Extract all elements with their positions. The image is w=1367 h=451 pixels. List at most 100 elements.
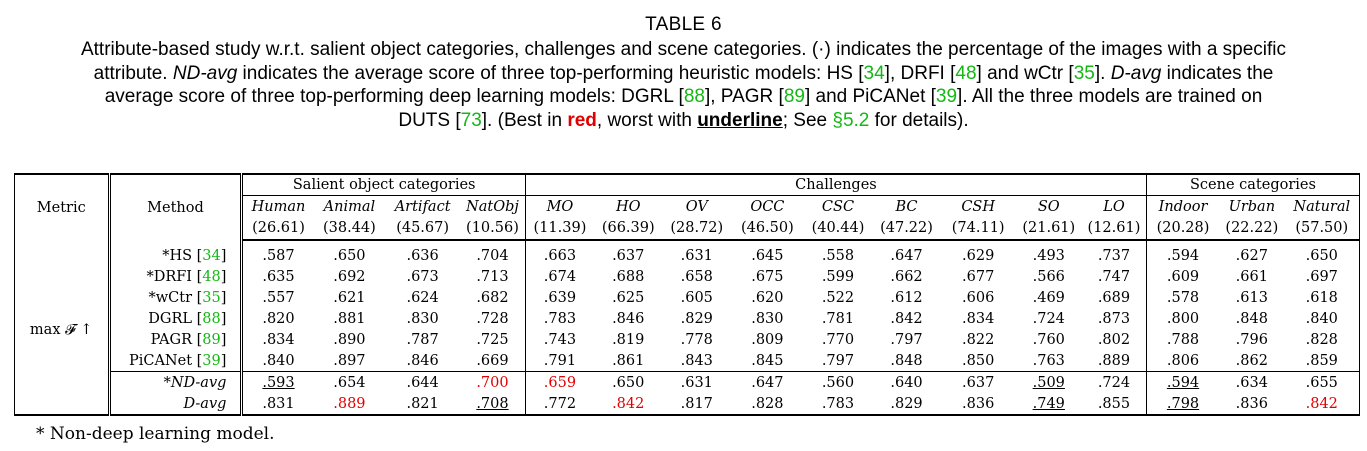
- column-percentage: (47.22): [872, 217, 941, 241]
- method-name: *DRFI [48]: [109, 266, 244, 287]
- citation-link[interactable]: 88: [202, 310, 221, 327]
- column-header: NatObj: [460, 195, 526, 217]
- column-header: Animal: [323, 198, 376, 215]
- method-name: DGRL [88]: [109, 308, 244, 329]
- table-cell: .625: [612, 289, 645, 306]
- table-cell: .647: [890, 247, 923, 264]
- table-cell: .724: [1032, 310, 1065, 327]
- table-cell: .840: [1284, 308, 1360, 329]
- table-cell: .644: [385, 371, 460, 393]
- table-cell: .637: [612, 247, 645, 264]
- citation-link[interactable]: 88: [683, 86, 705, 107]
- table-cell: .802: [1082, 329, 1147, 350]
- table-cell: .743: [543, 331, 577, 348]
- table-cell: .772: [525, 393, 594, 416]
- table-cell: .636: [406, 247, 439, 264]
- column-header: CSH: [961, 198, 995, 215]
- citation-link[interactable]: 73: [460, 109, 482, 131]
- table-cell: .621: [333, 289, 366, 306]
- column-percentage: (12.61): [1082, 217, 1147, 241]
- table-cell: .783: [543, 310, 577, 327]
- column-header: OCC: [750, 198, 785, 215]
- citation-link[interactable]: 35: [202, 289, 221, 306]
- citation-link[interactable]: 48: [202, 268, 221, 285]
- table-cell: .658: [680, 268, 713, 285]
- column-header: MO: [546, 198, 574, 215]
- column-percentage: (38.44): [313, 217, 386, 241]
- table-cell: .850: [962, 352, 995, 369]
- table-cell: .798: [1146, 393, 1220, 416]
- table-cell: .763: [1032, 352, 1065, 369]
- column-header: BC: [895, 198, 918, 215]
- method-name: *HS [34]: [109, 245, 244, 266]
- table-cell: .558: [821, 247, 855, 264]
- table-cell: .828: [1284, 329, 1360, 350]
- column-header: LO: [1082, 195, 1147, 217]
- table-cell: .682: [460, 287, 526, 308]
- table-cell: .728: [460, 308, 526, 329]
- section-link[interactable]: §5.2: [832, 109, 870, 131]
- column-header: HO: [615, 198, 641, 215]
- table-cell: .897: [333, 352, 366, 369]
- table-cell: .692: [333, 268, 366, 285]
- table-cell: .829: [872, 393, 941, 416]
- table-cell: .834: [262, 331, 295, 348]
- table-cell: .855: [1082, 393, 1147, 416]
- citation-link[interactable]: 34: [863, 62, 885, 84]
- table-cell: .674: [543, 268, 577, 285]
- caption-line-4: DUTS [73]. (Best in red, worst with unde…: [398, 109, 969, 131]
- citation-link[interactable]: 39: [202, 352, 221, 369]
- column-percentage: (26.61): [241, 217, 314, 241]
- table-cell: .828: [731, 393, 804, 416]
- table-cell: .629: [962, 247, 995, 264]
- metric-header: Metric: [14, 173, 111, 240]
- column-percentage: (11.39): [525, 217, 594, 241]
- average-label: D-avg: [109, 393, 244, 416]
- table-cell: .606: [962, 289, 995, 306]
- table-cell: .594: [1166, 247, 1200, 264]
- column-percentage: (66.39): [593, 217, 663, 241]
- citation-link[interactable]: 48: [955, 62, 977, 84]
- table-cell: .830: [406, 310, 439, 327]
- table-cell: .834: [962, 310, 995, 327]
- column-percentage: (74.11): [940, 217, 1016, 241]
- table-cell: .797: [890, 331, 923, 348]
- table-cell: .663: [543, 247, 577, 264]
- citation-link[interactable]: 39: [935, 86, 958, 107]
- citation-link[interactable]: 89: [783, 86, 805, 107]
- table-cell: .809: [751, 331, 784, 348]
- table-cell: .599: [821, 268, 855, 285]
- table-row: max 𝓕 ↑ *HS [34] .587 .650 .636 .704 .663 .637.…: [14, 245, 1360, 416]
- table-cell: .783: [803, 393, 873, 416]
- table-cell: .821: [385, 393, 460, 416]
- citation-link[interactable]: 89: [202, 331, 221, 348]
- table-cell: .724: [1082, 371, 1147, 393]
- table-cell: .842: [1284, 393, 1360, 416]
- table-cell: .845: [751, 352, 784, 369]
- best-legend: red: [567, 109, 597, 131]
- table-cell: .820: [262, 310, 295, 327]
- table-cell: .806: [1166, 352, 1200, 369]
- average-label: *ND-avg: [109, 371, 244, 393]
- column-header: SO: [1037, 198, 1060, 215]
- caption-line-3: average score of three top-performing de…: [104, 86, 1263, 107]
- column-percentage: (28.72): [662, 217, 732, 241]
- table-cell: .669: [460, 350, 526, 372]
- table-cell: .635: [262, 268, 295, 285]
- results-table: Metric Method Salient object categories …: [14, 173, 1361, 416]
- method-name: *wCtr [35]: [109, 287, 244, 308]
- table-cell: .861: [612, 352, 645, 369]
- table-cell: .697: [1284, 266, 1360, 287]
- table-row: *DRFI [48] .635 .692 .673 .713 .674 .688 .658 .6…: [15, 266, 1360, 287]
- citation-link[interactable]: 34: [202, 247, 221, 264]
- citation-link[interactable]: 35: [1073, 62, 1095, 84]
- table-cell: .831: [241, 393, 314, 416]
- table-cell: .509: [1015, 371, 1082, 393]
- method-name: PiCANet [39]: [109, 350, 244, 372]
- caption-line-2: attribute. ND-avg indicates the average …: [93, 62, 1274, 84]
- table-cell: .522: [821, 289, 855, 306]
- method-name: PAGR [89]: [109, 329, 244, 350]
- column-percentage: (20.28): [1146, 217, 1220, 241]
- table-cell: .557: [262, 289, 295, 306]
- table-cell: .778: [680, 331, 713, 348]
